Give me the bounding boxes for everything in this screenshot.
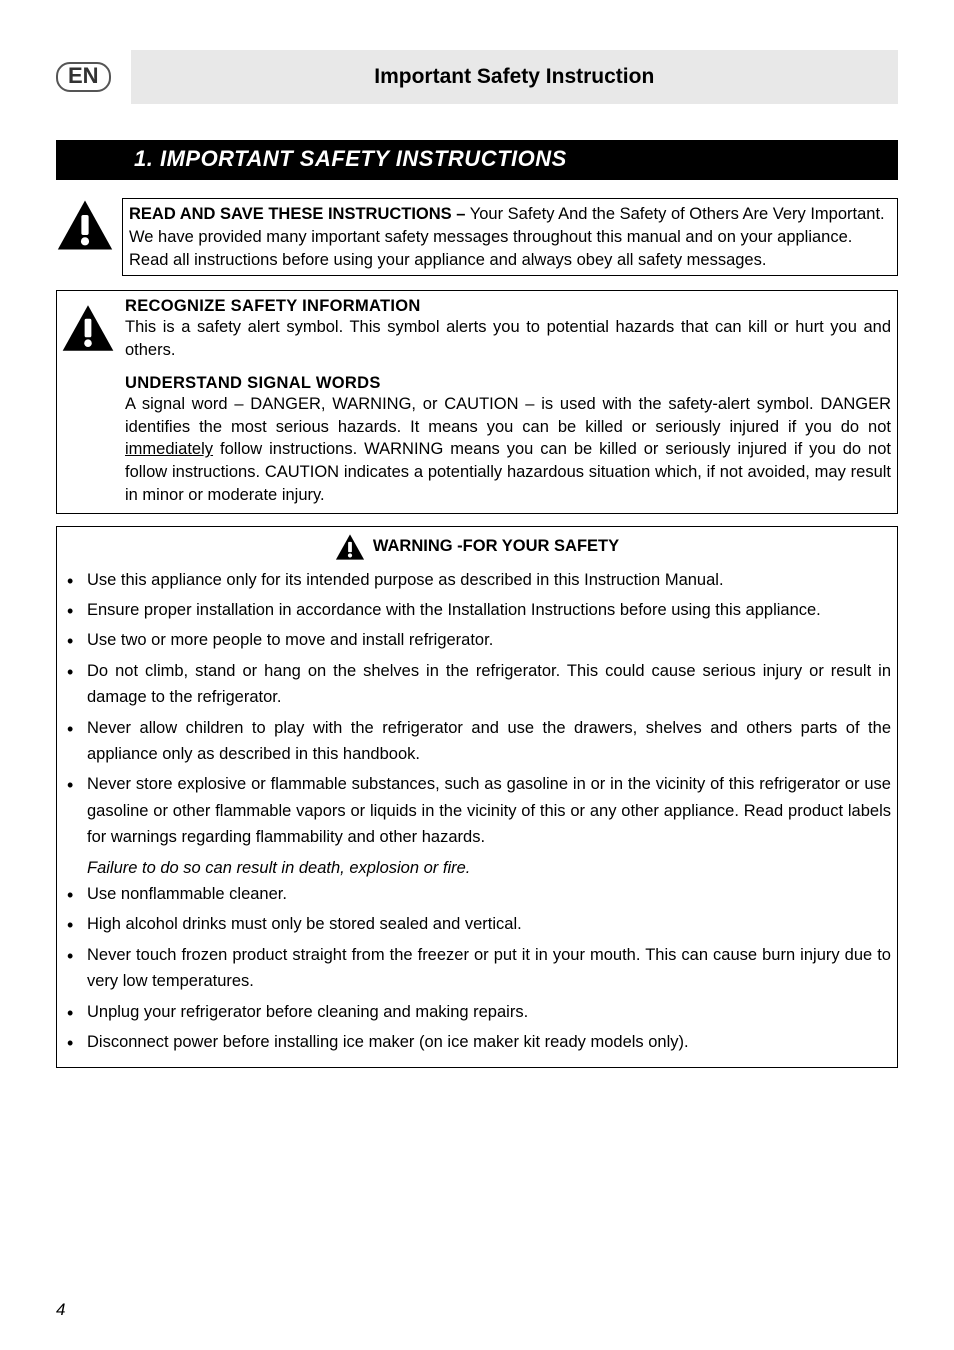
warning-list-b: Use nonflammable cleaner. High alcohol d… <box>63 881 891 1055</box>
list-item: Disconnect power before installing ice m… <box>63 1029 891 1055</box>
intro-line3: Read all instructions before using your … <box>129 251 766 269</box>
recognize-text: This is a safety alert symbol. This symb… <box>125 316 891 362</box>
section-heading: 1. IMPORTANT SAFETY INSTRUCTIONS <box>56 140 898 180</box>
alert-icon <box>335 533 365 561</box>
intro-lead-rest: Your Safety And the Safety of Others Are… <box>465 205 884 223</box>
warning-box: WARNING - FOR YOUR SAFETY Use this appli… <box>56 526 898 1069</box>
list-item: Unplug your refrigerator before cleaning… <box>63 999 891 1025</box>
intro-line2: We have provided many important safety m… <box>129 228 852 246</box>
alert-icon <box>57 291 115 353</box>
list-item: Use this appliance only for its intended… <box>63 567 891 593</box>
intro-lead-bold: READ AND SAVE THESE INSTRUCTIONS – <box>129 205 465 223</box>
list-item: Use two or more people to move and insta… <box>63 627 891 653</box>
list-item: Never allow children to play with the re… <box>63 715 891 768</box>
understand-heading: UNDERSTAND SIGNAL WORDS <box>125 374 891 393</box>
language-badge: EN <box>56 62 111 92</box>
warning-italic-note: Failure to do so can result in death, ex… <box>63 855 891 881</box>
list-item: Ensure proper installation in accordance… <box>63 597 891 623</box>
list-item: Never touch frozen product straight from… <box>63 942 891 995</box>
list-item: High alcohol drinks must only be stored … <box>63 911 891 937</box>
list-item: Use nonflammable cleaner. <box>63 881 891 907</box>
list-item: Do not climb, stand or hang on the shelv… <box>63 658 891 711</box>
intro-box: READ AND SAVE THESE INSTRUCTIONS – Your … <box>122 198 898 276</box>
warning-title-b: FOR YOUR SAFETY <box>463 537 619 556</box>
page-title: Important Safety Instruction <box>131 50 898 104</box>
warning-list-a: Use this appliance only for its intended… <box>63 567 891 851</box>
recognize-box: RECOGNIZE SAFETY INFORMATION This is a s… <box>56 290 898 513</box>
understand-text: A signal word – DANGER, WARNING, or CAUT… <box>125 393 891 507</box>
alert-icon <box>56 198 114 252</box>
list-item: Never store explosive or flammable subst… <box>63 771 891 850</box>
page-number: 4 <box>56 1300 65 1320</box>
recognize-heading: RECOGNIZE SAFETY INFORMATION <box>125 297 891 316</box>
warning-title-a: WARNING - <box>373 537 463 556</box>
